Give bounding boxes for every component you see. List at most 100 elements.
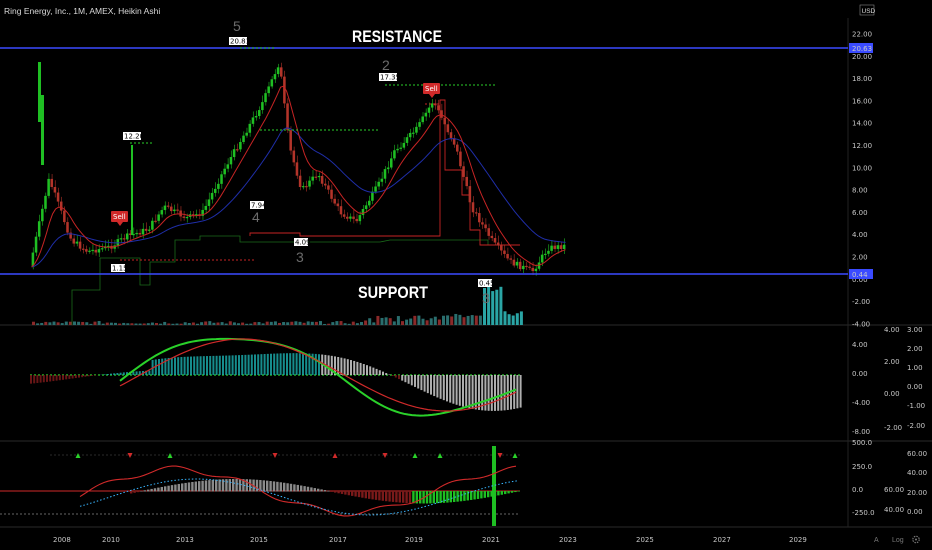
macd-histogram-bar (286, 353, 288, 375)
candle-body (547, 250, 550, 254)
oscillator-histogram-bar (191, 481, 194, 492)
price-tick-label: 6.00 (852, 209, 868, 217)
macd-histogram-bar (484, 375, 487, 411)
oscillator-histogram-bar (181, 483, 184, 492)
time-tick-label: 2013 (176, 536, 194, 544)
macd-histogram-bar (202, 356, 205, 375)
macd-histogram-bar (212, 355, 215, 375)
candle-body (217, 183, 220, 189)
time-axis[interactable]: 2008 2010 2013 2015 2017 2019 2021 2023 2025 2027… (53, 536, 807, 544)
candle-body (242, 135, 245, 143)
candle-body (292, 150, 296, 163)
candle-body (163, 205, 167, 211)
macd-histogram-bar (343, 358, 346, 375)
oscillator-histogram-bar (327, 490, 330, 492)
auto-scale-button[interactable]: A (874, 537, 879, 544)
candle-body (286, 103, 289, 131)
oscillator-histogram-bar (344, 491, 347, 495)
oscillator-histogram-bar (476, 491, 480, 499)
macd-histogram-bar (180, 357, 183, 375)
macd-histogram-bar (68, 375, 71, 379)
oscillator-histogram-bar (204, 480, 208, 492)
price-tick-label: 16.00 (852, 97, 872, 105)
candle-body (512, 259, 516, 266)
candle-body (132, 233, 135, 236)
candle-body (47, 178, 50, 196)
usd-badge[interactable]: USD (859, 4, 876, 16)
macd-histogram-bar (420, 375, 423, 391)
volume-bar (89, 323, 93, 325)
oscillator-histogram-bar (187, 482, 191, 492)
time-tick-label: 2021 (482, 536, 500, 544)
oscillator-signal-arrow (497, 453, 503, 458)
oscillator-histogram-bar (487, 491, 490, 498)
oscillator-histogram-bar (130, 491, 133, 494)
volume-bar (421, 318, 425, 325)
volume-bar (347, 323, 351, 325)
svg-text:12.20: 12.20 (124, 133, 144, 141)
svg-text:4.09: 4.09 (295, 239, 311, 247)
macd-histogram-bar (417, 375, 420, 389)
volume-bar (44, 321, 48, 325)
macd-histogram-bar (260, 354, 263, 375)
price-axis[interactable]: 22.00 20.00 18.00 16.00 14.00 12.00 10.00 8.00 6… (852, 31, 872, 329)
candle-body (361, 208, 365, 216)
candle-body (490, 235, 494, 239)
oscillator-histogram-bar (500, 491, 503, 495)
oscillator-histogram-bar (150, 488, 153, 492)
oscillator-histogram-bar (306, 486, 310, 492)
macd-histogram-bar (516, 375, 519, 409)
candle-body (342, 214, 346, 217)
candle-body (424, 112, 428, 117)
macd-histogram-bar (148, 370, 151, 375)
volume-bar (97, 321, 101, 325)
volume-bar (269, 321, 273, 325)
macd-histogram-bar (122, 372, 125, 375)
candle-body (41, 208, 44, 222)
candle-body (129, 233, 132, 235)
candle-body (468, 186, 472, 203)
oscillator-histogram-bar (446, 491, 449, 503)
candle-body (72, 238, 76, 244)
oscillator-histogram-bar (385, 491, 388, 502)
candle-body (31, 252, 35, 268)
candle-body (273, 74, 277, 80)
candle-body (53, 186, 57, 193)
macd-histogram-bar (404, 375, 407, 383)
svg-text:7.94: 7.94 (251, 202, 267, 210)
candle-body (154, 220, 157, 222)
candle-body (56, 192, 60, 202)
macd-panel[interactable] (30, 337, 522, 417)
oscillator-histogram-bar (395, 491, 398, 503)
svg-text:17.35: 17.35 (380, 74, 400, 82)
chart-title: Ring Energy, Inc., 1M, AMEX, Heikin Ashi (4, 6, 160, 16)
candle-body (97, 249, 101, 253)
oscillator-histogram-bar (245, 479, 248, 492)
oscillator-panel[interactable] (0, 446, 520, 526)
settings-gear-icon[interactable] (912, 535, 920, 544)
macd-histogram-bar (84, 375, 87, 377)
macd-histogram-bar (209, 355, 212, 375)
candle-body (317, 175, 321, 178)
volume-bar (360, 322, 363, 325)
candle-body (503, 250, 506, 254)
oscillator-histogram-bar (198, 481, 201, 492)
macd-histogram-bar (366, 365, 368, 375)
macd-histogram-bar (471, 375, 474, 409)
oscillator-histogram-bar (463, 491, 466, 501)
volume-bar (372, 322, 376, 325)
macd-histogram-bar (350, 360, 352, 375)
candle-body (481, 222, 484, 225)
candle-body (261, 102, 264, 111)
volume-bar (417, 315, 421, 325)
macd-histogram-bar (468, 375, 471, 409)
macd-histogram-bar (407, 375, 410, 384)
macd-histogram-bar (282, 353, 285, 375)
oscillator-histogram-bar (330, 491, 333, 492)
oscillator-histogram-bar (255, 479, 259, 492)
volume-bar (85, 322, 89, 325)
candle-body (210, 192, 214, 200)
log-scale-button[interactable]: Log (892, 537, 904, 544)
oscillator-histogram-bar (514, 491, 517, 493)
